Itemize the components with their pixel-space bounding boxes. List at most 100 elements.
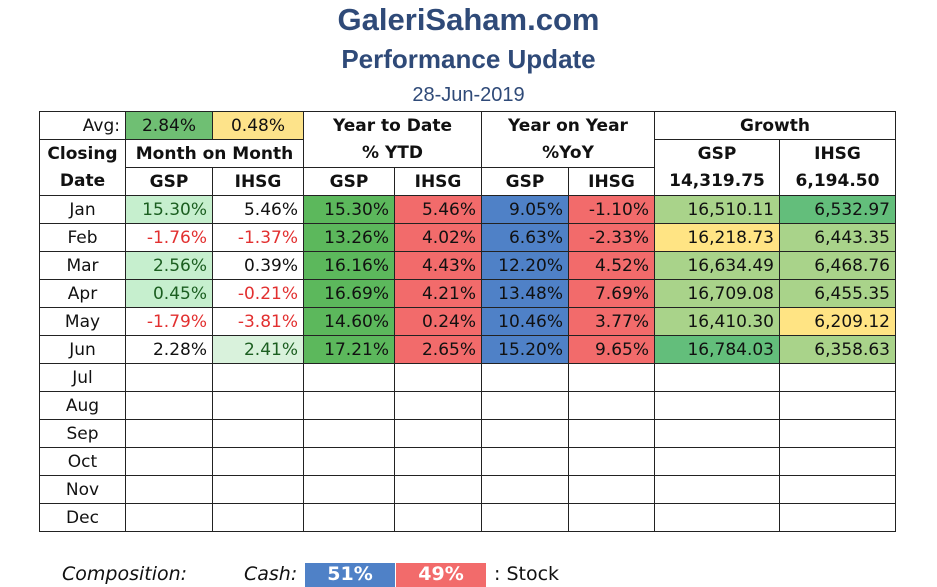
table-row: Feb -1.76% -1.37% 13.26% 4.02% 6.63% -2.33% 16,… (39, 223, 896, 252)
table-row: Jul (39, 363, 896, 392)
yoy-ihsg-cell: 7.69% (568, 279, 655, 308)
cash-percent: 51% (305, 563, 395, 587)
yoy-ihsg-cell: -2.33% (568, 223, 655, 252)
ytd-pct-header: % YTD (303, 139, 482, 168)
growth-ihsg-cell: 6,532.97 (779, 195, 896, 224)
avg-label: Avg: (39, 111, 126, 140)
yoy-gsp-cell: 9.05% (481, 195, 569, 224)
table-row: Nov (39, 475, 896, 504)
mom-gsp-cell (125, 419, 213, 448)
month-cell: Feb (39, 223, 126, 252)
cash-label: Cash: (244, 563, 298, 585)
growth-gsp-cell: 16,709.08 (654, 279, 780, 308)
yoy-gsp-cell (481, 475, 569, 504)
mom-gsp-cell: 2.28% (125, 335, 213, 364)
base-gsp: 14,319.75 (654, 167, 780, 196)
growth-ihsg-cell: 6,358.63 (779, 335, 896, 364)
yoy-ihsg-cell: -1.10% (568, 195, 655, 224)
growth-ihsg-cell (779, 447, 896, 476)
yoy-ihsg-cell: 4.52% (568, 251, 655, 280)
table-row: Jan 15.30% 5.46% 15.30% 5.46% 9.05% -1.10% 16,5… (39, 195, 896, 224)
growth-ihsg-cell (779, 419, 896, 448)
ytd-ihsg-cell (394, 503, 482, 532)
ytd-ihsg-cell (394, 447, 482, 476)
yoy-pct-header: %YoY (481, 139, 655, 168)
mom-gsp-cell: 2.56% (125, 251, 213, 280)
ytd-gsp-cell: 17.21% (303, 335, 395, 364)
stock-label: : Stock (494, 563, 560, 585)
mom-ihsg-cell: -3.81% (212, 307, 304, 336)
growth-ihsg-cell: 6,468.76 (779, 251, 896, 280)
yoy-group-header: Year on Year (481, 111, 655, 140)
mom-ihsg-cell: 5.46% (212, 195, 304, 224)
mom-ihsg-cell (212, 503, 304, 532)
mom-ihsg-cell (212, 391, 304, 420)
table-row: Jun 2.28% 2.41% 17.21% 2.65% 15.20% 9.65% 16,78… (39, 335, 896, 364)
table-row: Mar 2.56% 0.39% 16.16% 4.43% 12.20% 4.52% 16,63… (39, 251, 896, 280)
yoy-ihsg-cell (568, 363, 655, 392)
mom-gsp-cell (125, 391, 213, 420)
ytd-ihsg-cell: 4.02% (394, 223, 482, 252)
growth-gsp-cell (654, 363, 780, 392)
growth-ihsg-header: IHSG (779, 139, 896, 168)
table-row: Aug (39, 391, 896, 420)
yoy-gsp-cell: 15.20% (481, 335, 569, 364)
month-cell: Apr (39, 279, 126, 308)
mom-ihsg-cell (212, 363, 304, 392)
growth-group-header: Growth (654, 111, 896, 140)
ytd-gsp-cell: 16.69% (303, 279, 395, 308)
header-row-1: Closing Month on Month % YTD %YoY GSP IH… (39, 139, 896, 168)
yoy-gsp-cell (481, 419, 569, 448)
yoy-ihsg-cell (568, 391, 655, 420)
growth-gsp-cell: 16,784.03 (654, 335, 780, 364)
growth-gsp-cell: 16,510.11 (654, 195, 780, 224)
growth-ihsg-cell (779, 503, 896, 532)
header-row-2: Date GSP IHSG GSP IHSG GSP IHSG 14,319.7… (39, 167, 896, 196)
yoy-gsp-cell (481, 363, 569, 392)
growth-gsp-header: GSP (654, 139, 780, 168)
table-row: Sep (39, 419, 896, 448)
yoy-gsp-cell: 6.63% (481, 223, 569, 252)
mom-ihsg-cell: -1.37% (212, 223, 304, 252)
month-cell: Jul (39, 363, 126, 392)
month-cell: May (39, 307, 126, 336)
ytd-group-header: Year to Date (303, 111, 482, 140)
table-row: Dec (39, 503, 896, 532)
ytd-ihsg-cell: 4.21% (394, 279, 482, 308)
ytd-ihsg-cell (394, 391, 482, 420)
yoy-gsp-cell: 12.20% (481, 251, 569, 280)
mom-gsp-cell (125, 363, 213, 392)
ytd-gsp-cell: 15.30% (303, 195, 395, 224)
mom-gsp-cell: -1.79% (125, 307, 213, 336)
month-cell: Aug (39, 391, 126, 420)
growth-ihsg-cell: 6,209.12 (779, 307, 896, 336)
ytd-ihsg-header: IHSG (394, 167, 482, 196)
yoy-gsp-cell: 10.46% (481, 307, 569, 336)
ytd-gsp-cell (303, 363, 395, 392)
report-date: 28-Jun-2019 (412, 84, 525, 106)
yoy-ihsg-header: IHSG (568, 167, 655, 196)
growth-ihsg-cell (779, 363, 896, 392)
month-cell: Nov (39, 475, 126, 504)
mom-ihsg-header: IHSG (212, 167, 304, 196)
ytd-ihsg-cell: 2.65% (394, 335, 482, 364)
growth-gsp-cell: 16,410.30 (654, 307, 780, 336)
month-cell: Mar (39, 251, 126, 280)
ytd-gsp-header: GSP (303, 167, 395, 196)
table-row: Oct (39, 447, 896, 476)
ytd-gsp-cell: 14.60% (303, 307, 395, 336)
ytd-gsp-cell (303, 503, 395, 532)
mom-gsp-header: GSP (125, 167, 213, 196)
mom-gsp-cell: 15.30% (125, 195, 213, 224)
month-cell: Dec (39, 503, 126, 532)
growth-ihsg-cell (779, 475, 896, 504)
growth-ihsg-cell (779, 391, 896, 420)
month-cell: Jun (39, 335, 126, 364)
ytd-gsp-cell (303, 391, 395, 420)
ytd-gsp-cell (303, 475, 395, 504)
base-ihsg: 6,194.50 (779, 167, 896, 196)
mom-ihsg-cell: -0.21% (212, 279, 304, 308)
ytd-ihsg-cell: 0.24% (394, 307, 482, 336)
composition-label: Composition: (62, 563, 188, 585)
yoy-ihsg-cell: 9.65% (568, 335, 655, 364)
